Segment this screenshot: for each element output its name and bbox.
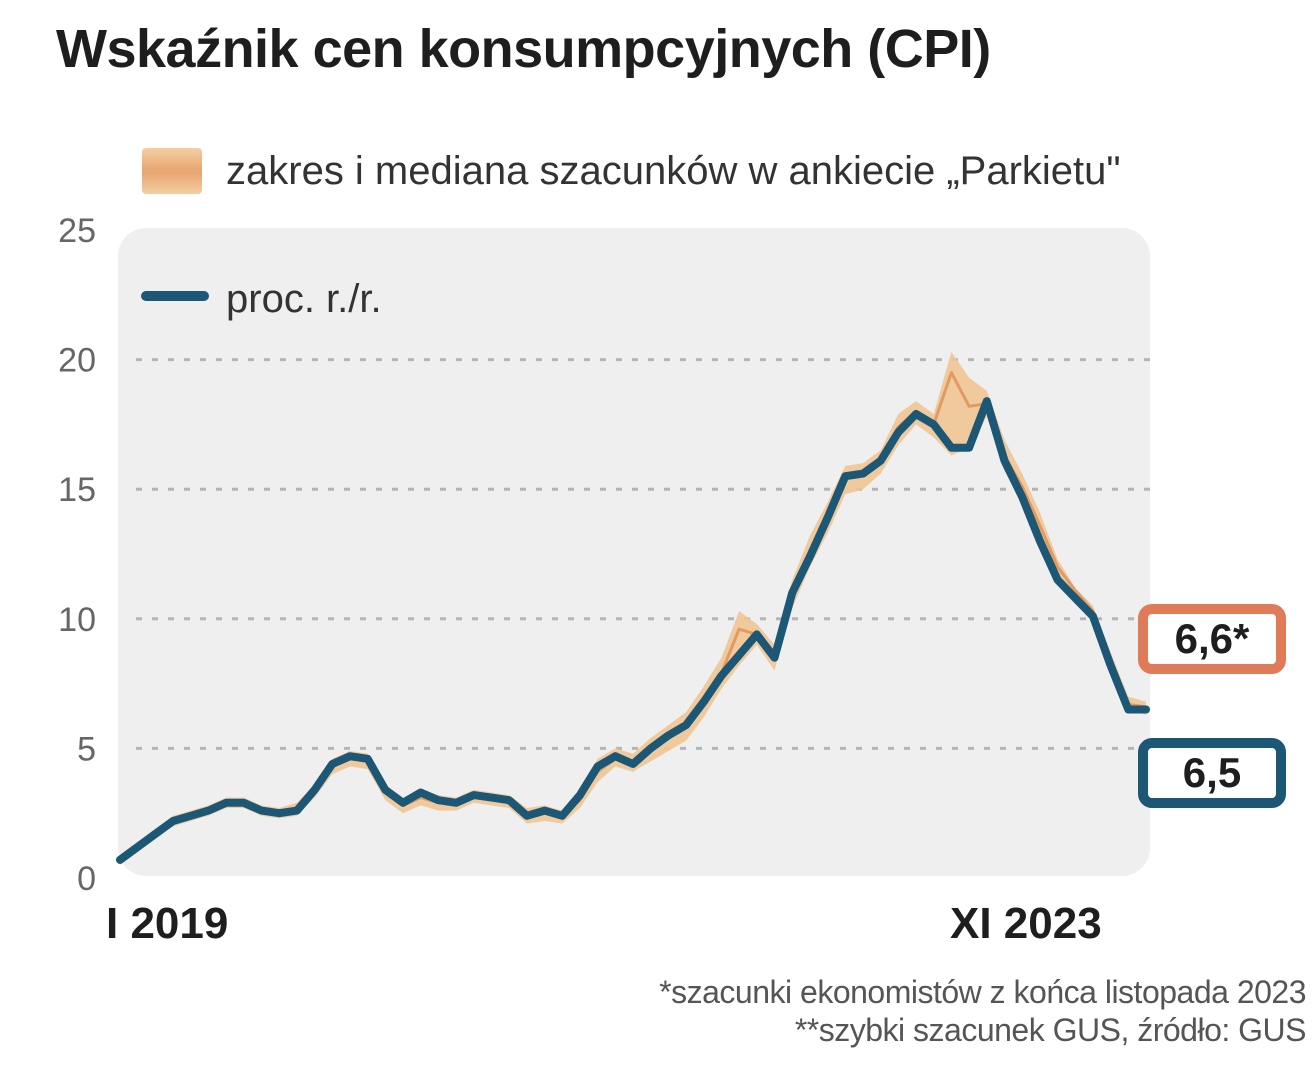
band-legend-swatch	[142, 148, 202, 194]
gridlines	[136, 358, 1158, 750]
actual-value-badge: 6,5	[1138, 738, 1286, 808]
band-legend-label: zakres i mediana szacunków w ankiecie „P…	[226, 148, 1121, 193]
footnote-source: **szybki szacunek GUS, źródło: GUS	[794, 1012, 1307, 1048]
line-legend-entry: proc. r./r.	[141, 277, 382, 321]
y-tick-15: 15	[58, 471, 96, 509]
cpi-yoy-line	[116, 397, 1150, 864]
plot-background	[118, 228, 1150, 876]
x-start-label: I 2019	[106, 899, 228, 948]
y-tick-20: 20	[58, 342, 96, 380]
y-tick-5: 5	[77, 730, 96, 768]
footnote-estimates: *szacunki ekonomistów z końca listopada …	[659, 974, 1306, 1010]
chart-title: Wskaźnik cen konsumpcyjnych (CPI)	[56, 19, 991, 79]
series-layer	[116, 351, 1150, 865]
y-tick-10: 10	[58, 601, 96, 639]
y-axis-ticks: 0 5 10 15 20 25	[58, 212, 96, 898]
legend-band-entry: zakres i mediana szacunków w ankiecie „P…	[142, 148, 1121, 194]
x-end-label: XI 2023	[950, 899, 1102, 948]
y-tick-25: 25	[58, 212, 96, 250]
line-legend-label: proc. r./r.	[226, 277, 382, 321]
y-tick-0: 0	[77, 860, 96, 898]
estimate-value-badge: 6,6*	[1138, 604, 1286, 674]
